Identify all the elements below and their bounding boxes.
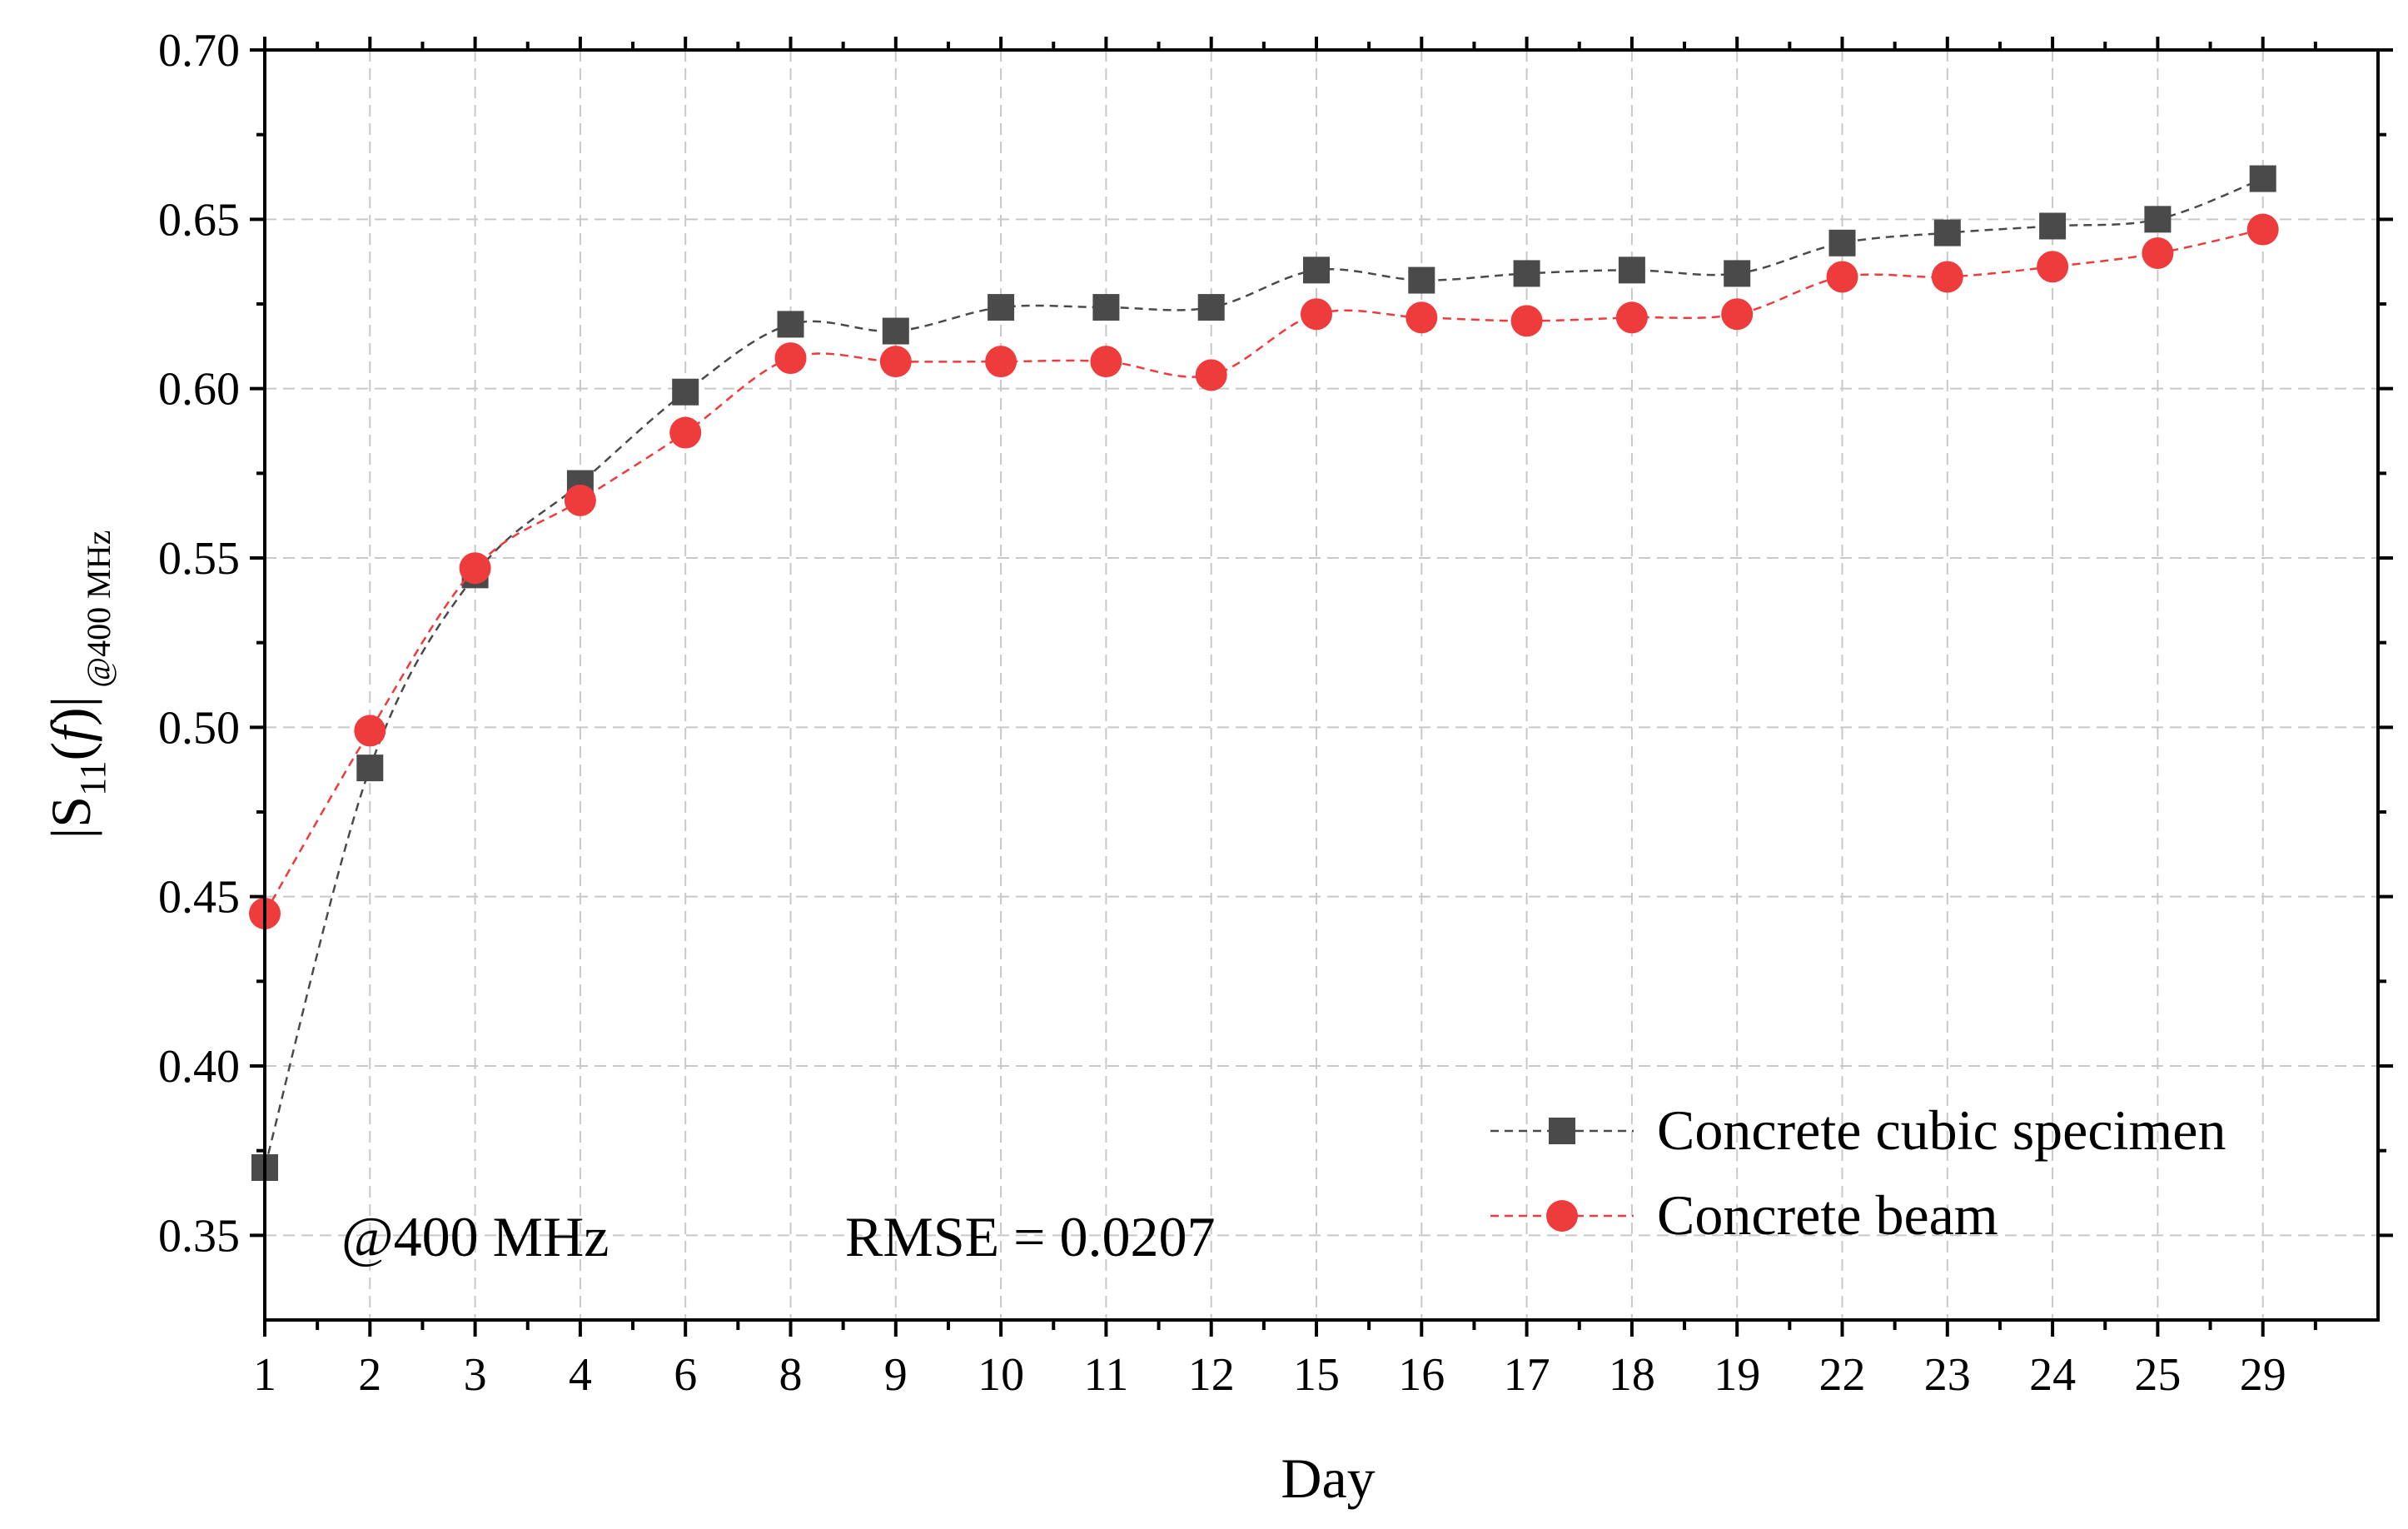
data-point <box>1092 294 1120 321</box>
x-tick-label: 11 <box>1083 1349 1128 1401</box>
x-tick-label: 3 <box>464 1349 487 1401</box>
y-tick-label: 0.70 <box>158 25 240 77</box>
data-point <box>774 342 807 375</box>
axis-ticks <box>250 37 2393 1337</box>
data-point <box>879 346 912 378</box>
data-point <box>1510 305 1543 337</box>
y-tick-label: 0.50 <box>158 702 240 754</box>
data-point <box>669 416 702 449</box>
data-point <box>1303 256 1330 284</box>
data-point <box>777 311 804 338</box>
legend-label: Concrete beam <box>1657 1183 1998 1247</box>
data-point <box>672 378 699 406</box>
data-point <box>356 755 384 782</box>
data-point <box>985 346 1017 378</box>
data-point <box>1933 219 1961 247</box>
frequency-annotation: @400 MHz <box>341 1205 609 1268</box>
data-point <box>2039 212 2067 240</box>
y-tick-label: 0.65 <box>158 194 240 246</box>
x-tick-label: 12 <box>1188 1349 1235 1401</box>
data-point <box>2037 251 2069 283</box>
data-point <box>1931 261 1963 293</box>
y-tick-label: 0.45 <box>158 872 240 924</box>
data-point <box>564 484 596 516</box>
tick-labels: 0.350.400.450.500.550.600.650.701 2 3 4 6 8 9 1… <box>158 25 2286 1401</box>
x-tick-label: 22 <box>1819 1349 1866 1401</box>
series-layer <box>249 165 2279 1181</box>
x-tick-label: 24 <box>2029 1349 2076 1401</box>
legend: Concrete cubic specimen Concrete beam <box>1490 1098 2226 1247</box>
data-point <box>1618 256 1645 284</box>
y-tick-label: 0.40 <box>158 1041 240 1093</box>
rmse-annotation: RMSE = 0.0207 <box>845 1205 1216 1268</box>
x-tick-label: 29 <box>2240 1349 2286 1401</box>
y-axis-title: |S11(f)|@400 MHz <box>39 530 117 839</box>
data-point <box>882 317 909 345</box>
x-tick-label: 1 <box>253 1349 276 1401</box>
legend-marker <box>1549 1118 1575 1144</box>
legend-label: Concrete cubic specimen <box>1657 1098 2226 1162</box>
x-tick-label: 2 <box>358 1349 381 1401</box>
x-tick-label: 19 <box>1714 1349 1760 1401</box>
data-point <box>1301 298 1332 331</box>
x-tick-label: 8 <box>779 1349 803 1401</box>
data-point <box>354 715 386 747</box>
data-point <box>2249 165 2276 192</box>
series-cubic-specimen <box>251 165 2276 1181</box>
series-line <box>263 228 2263 914</box>
data-point <box>1828 229 1856 256</box>
x-tick-label: 23 <box>1924 1349 1971 1401</box>
data-point <box>1405 301 1438 334</box>
data-point <box>1826 261 1858 293</box>
x-tick-label: 9 <box>884 1349 908 1401</box>
y-tick-label: 0.60 <box>158 364 240 416</box>
data-point <box>1090 346 1122 378</box>
data-point <box>1197 294 1225 321</box>
data-point <box>2142 237 2174 269</box>
x-tick-label: 6 <box>674 1349 697 1401</box>
x-tick-label: 10 <box>978 1349 1024 1401</box>
x-axis-title: Day <box>1281 1447 1375 1510</box>
x-tick-label: 25 <box>2134 1349 2181 1401</box>
series-line <box>263 177 2264 1168</box>
series-beam <box>249 213 2279 929</box>
data-point <box>988 294 1015 321</box>
data-point <box>1408 266 1435 294</box>
x-tick-label: 17 <box>1504 1349 1550 1401</box>
legend-marker <box>1546 1200 1578 1232</box>
y-tick-label: 0.55 <box>158 533 240 585</box>
x-tick-label: 4 <box>569 1349 592 1401</box>
x-tick-label: 15 <box>1293 1349 1340 1401</box>
data-point <box>2246 213 2279 246</box>
data-point <box>1513 260 1540 287</box>
data-point <box>459 552 491 585</box>
data-point <box>1615 301 1648 334</box>
x-tick-label: 16 <box>1398 1349 1445 1401</box>
x-tick-label: 18 <box>1609 1349 1655 1401</box>
plot-frame <box>263 48 2380 1322</box>
y-tick-label: 0.35 <box>158 1210 240 1262</box>
data-point <box>2144 206 2172 233</box>
data-point <box>1724 260 1751 287</box>
data-point <box>1721 298 1754 331</box>
data-point <box>1195 359 1227 391</box>
